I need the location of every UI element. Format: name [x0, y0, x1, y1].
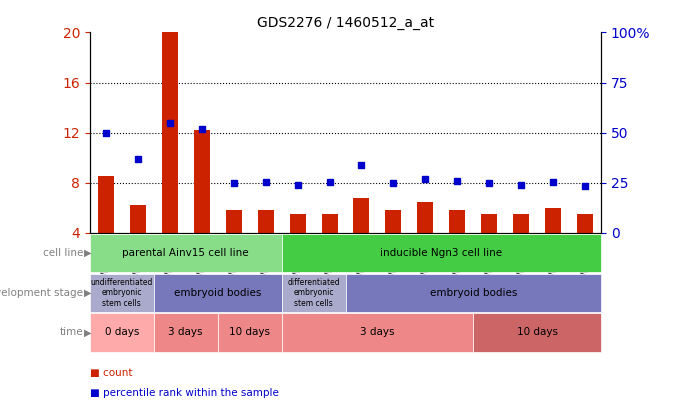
Text: ▶: ▶	[84, 327, 92, 337]
Bar	[482, 214, 498, 233]
Text: 0 days: 0 days	[104, 327, 139, 337]
Bar	[513, 214, 529, 233]
Bar	[354, 198, 370, 233]
Bar	[162, 32, 178, 233]
Text: ▶: ▶	[84, 248, 92, 258]
Bar	[258, 210, 274, 233]
Bar	[130, 205, 146, 233]
Bar	[417, 202, 433, 233]
Text: undifferentiated
embryonic
stem cells: undifferentiated embryonic stem cells	[91, 278, 153, 307]
Text: 3 days: 3 days	[169, 327, 203, 337]
Text: 3 days: 3 days	[360, 327, 395, 337]
Bar	[449, 210, 465, 233]
Text: ■ percentile rank within the sample: ■ percentile rank within the sample	[90, 388, 278, 398]
Bar	[98, 177, 114, 233]
Bar	[545, 208, 561, 233]
Text: differentiated
embryonic
stem cells: differentiated embryonic stem cells	[287, 278, 340, 307]
Text: embryoid bodies: embryoid bodies	[174, 288, 261, 298]
Bar	[577, 214, 593, 233]
Text: ▶: ▶	[84, 288, 92, 298]
Bar	[321, 214, 337, 233]
Text: 10 days: 10 days	[517, 327, 558, 337]
Text: 10 days: 10 days	[229, 327, 270, 337]
Text: parental Ainv15 cell line: parental Ainv15 cell line	[122, 248, 249, 258]
Text: inducible Ngn3 cell line: inducible Ngn3 cell line	[380, 248, 502, 258]
Bar	[290, 214, 305, 233]
Text: development stage: development stage	[0, 288, 83, 298]
Bar	[226, 210, 242, 233]
Bar	[386, 210, 401, 233]
Bar	[193, 130, 209, 233]
Title: GDS2276 / 1460512_a_at: GDS2276 / 1460512_a_at	[257, 16, 434, 30]
Text: time: time	[59, 327, 83, 337]
Text: ■ count: ■ count	[90, 368, 133, 377]
Text: cell line: cell line	[43, 248, 83, 258]
Text: embryoid bodies: embryoid bodies	[430, 288, 517, 298]
